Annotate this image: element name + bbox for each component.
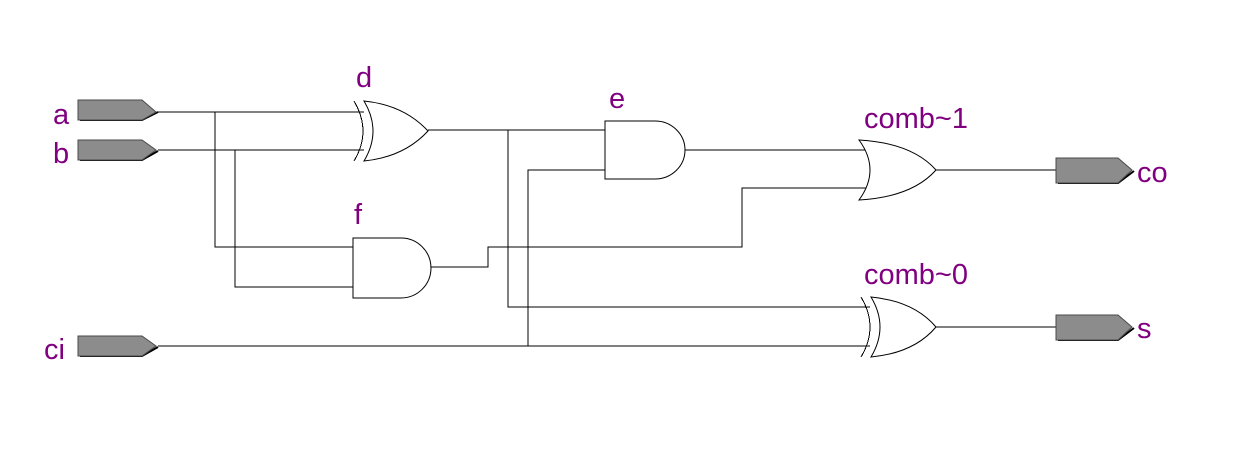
gate-comb0-xor[interactable] [860, 296, 937, 358]
output-label-co: co [1137, 157, 1168, 189]
output-label-s: s [1137, 313, 1152, 345]
wire-a-to-f [214, 112, 353, 248]
gate-e-and[interactable] [604, 120, 686, 180]
gate-d-xor-back-curve [353, 100, 364, 162]
gate-comb1-or-body [857, 139, 937, 201]
gate-d-xor-body [363, 100, 429, 162]
output-port-s[interactable] [1055, 314, 1135, 341]
gate-comb1-or[interactable] [857, 139, 937, 201]
gate-label-d: d [356, 62, 372, 94]
input-label-ci: ci [44, 334, 65, 366]
input-port-a[interactable] [77, 99, 159, 121]
gate-comb0-xor-body [870, 296, 937, 358]
wire-b-to-f [234, 150, 353, 288]
wire-f-to-comb1 [431, 187, 872, 268]
input-label-b: b [53, 138, 69, 170]
labels: a b ci co s d e f comb~1 comb~0 [44, 62, 1168, 366]
gate-label-e: e [609, 83, 625, 115]
gate-f-and[interactable] [352, 237, 432, 299]
output-port-co-arrow [1055, 157, 1133, 184]
gate-label-comb1: comb~1 [864, 103, 968, 135]
gate-d-xor[interactable] [353, 100, 429, 162]
wires [158, 111, 1057, 347]
input-port-ci-arrow [77, 335, 157, 357]
wire-ci-to-e [527, 169, 605, 346]
input-port-b-arrow [77, 139, 157, 161]
output-port-s-arrow [1055, 314, 1133, 341]
gate-label-f: f [354, 199, 363, 231]
gate-label-comb0: comb~0 [864, 259, 968, 291]
input-port-ci[interactable] [77, 335, 159, 357]
output-port-co[interactable] [1055, 157, 1135, 184]
input-port-a-arrow [77, 99, 157, 121]
input-label-a: a [53, 99, 70, 131]
input-port-b[interactable] [77, 139, 159, 161]
wire-d-to-comb0 [507, 130, 870, 308]
gate-comb0-xor-back-curve [860, 296, 871, 358]
gate-f-and-body [352, 237, 432, 299]
gate-e-and-body [604, 120, 686, 180]
